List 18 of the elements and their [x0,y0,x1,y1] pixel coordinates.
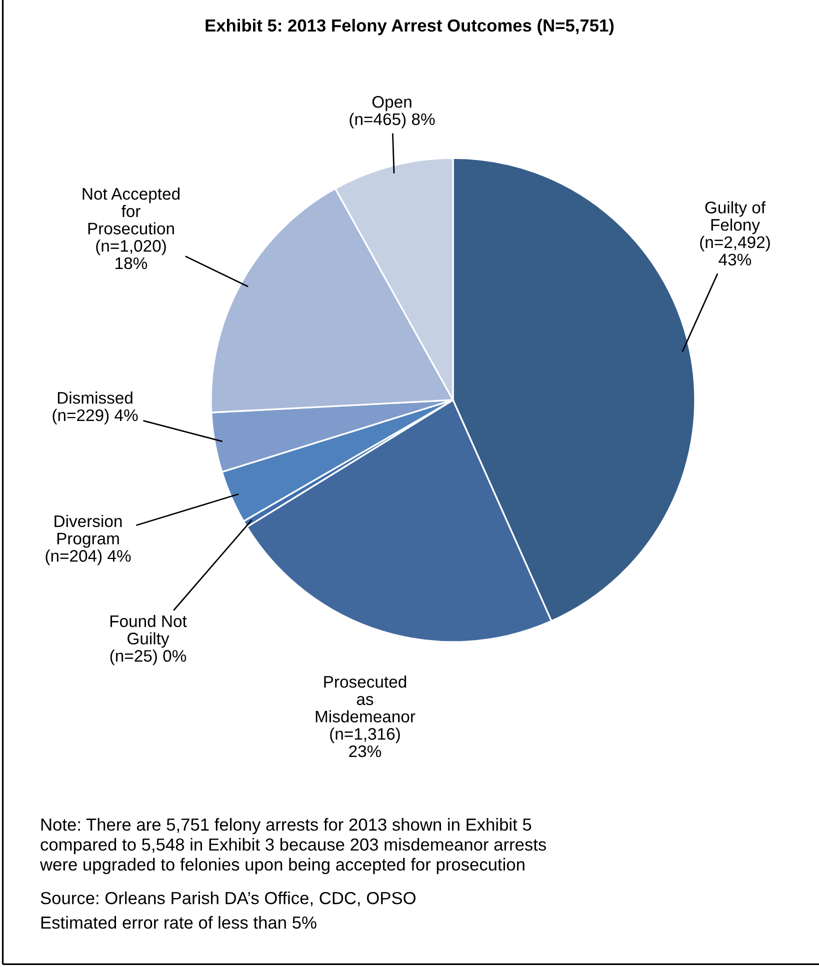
data-label: (n=229) 4% [52,408,138,424]
source-note: Source: Orleans Parish DA’s Office, CDC, OPSO [40,892,416,906]
slice-label: Dismissed [58,392,132,404]
slice-label: Prosecuted as Misdemeanor [316,676,416,722]
chart-title: Exhibit 5: 2013 Felony Arrest Outcomes (N=5,751) [206,18,614,36]
text: Note: There are 5,751 felony arrests for 2013 shown in Exhibit 5 compared to 5,548 in Exhibit 3 because 203 misdemeanor arrests were upgraded to felonies upon being accepted for prosecution [40,818,546,874]
slice-label: Open [372,96,412,112]
slice-label: Guilty of Felony [705,201,766,234]
data-label: (n=1,316) 23% [330,728,400,758]
data-label: (n=25) 0% [110,650,186,666]
data-label: (n=204) 4% [46,550,131,566]
data-label: (n=1,020) 18% [96,240,166,270]
text: Estimated error rate of less than 5% [41,916,316,929]
data-label: (n=465) 8% [350,112,435,128]
slice-label: Found Not Guilty [110,614,187,648]
slice-label: Diversion Program [54,514,122,548]
data-label: (n=2,492) 43% [700,236,770,266]
slice-label: Not Accepted for Prosecution [82,188,180,234]
